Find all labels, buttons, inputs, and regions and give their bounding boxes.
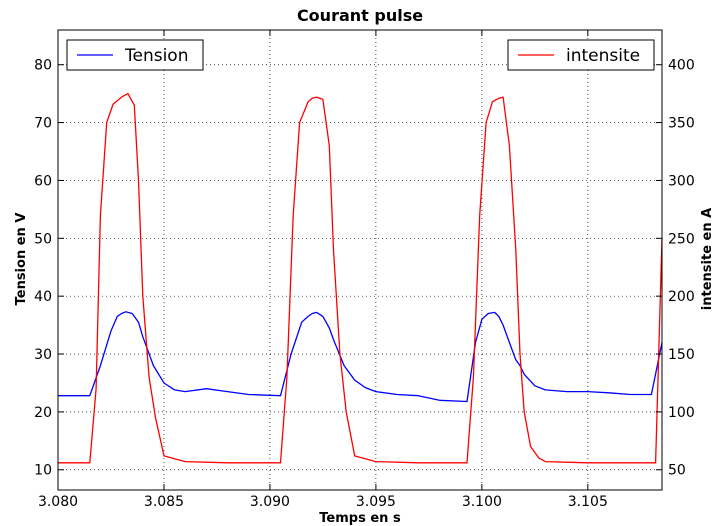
y-tick-label-right: 50 [668,463,686,479]
y-tick-label-right: 400 [668,58,695,74]
y-tick-label-right: 150 [668,347,695,363]
x-tick-label: 3.090 [250,494,290,510]
x-tick-label: 3.095 [356,494,396,510]
y-tick-label-left: 60 [34,173,52,189]
x-tick-label: 3.085 [144,494,184,510]
y-tick-label-left: 80 [34,58,52,74]
x-axis-label: Temps en s [319,511,401,526]
y-axis-label-right: intensite en A [700,208,714,310]
y-tick-label-left: 30 [34,347,52,363]
y-tick-label-right: 250 [668,231,695,247]
y-tick-label-right: 200 [668,289,695,305]
x-tick-label: 3.100 [462,494,502,510]
plot-frame [57,29,663,491]
y-tick-label-right: 100 [668,405,695,421]
series-line-tension [58,311,663,403]
y-tick-label-left: 20 [34,405,52,421]
y-tick-label-left: 40 [34,289,52,305]
y-tick-label-right: 300 [668,173,695,189]
plot-area: 3.080 3.085 3.090 3.095 3.100 3.105 10 20 30 40 50… [34,29,695,510]
series-line-intensite [58,92,663,464]
x-tick-label: 3.080 [38,494,78,510]
legend-intensite-label: intensite [566,46,640,66]
y-tick-label-left: 50 [34,231,52,247]
y-tick-label-right: 350 [668,116,695,132]
y-tick-label-left: 10 [34,463,52,479]
legend-tension-label: Tension [124,46,188,66]
y-axis-label-left: Tension en V [14,213,29,306]
x-tick-label: 3.105 [568,494,608,510]
chart-title: Courant pulse [297,6,423,25]
y-tick-label-left: 70 [34,116,52,132]
